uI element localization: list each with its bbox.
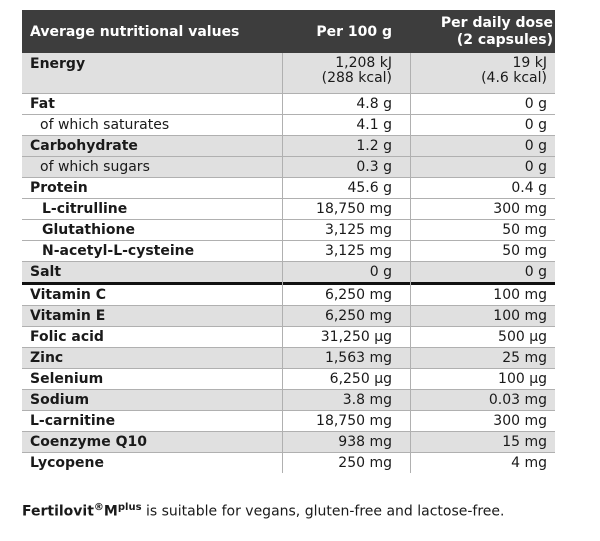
- energy-per100-kj: 1,208 kJ: [335, 55, 392, 71]
- row-daily: 500 µg: [498, 328, 547, 345]
- row-per100: 3.8 mg: [342, 391, 392, 408]
- row-name: Energy: [30, 56, 86, 72]
- table-row: Sodium 3.8 mg 0.03 mg: [22, 389, 555, 410]
- row-per100: 3,125 mg: [324, 242, 392, 259]
- row-name: L-carnitine: [30, 413, 116, 429]
- row-name: Sodium: [30, 392, 90, 408]
- row-daily: 0 g: [524, 158, 547, 175]
- row-per100: 0.3 g: [356, 158, 392, 175]
- table-row: Fat 4.8 g 0 g: [22, 93, 555, 114]
- row-daily: 300 mg: [493, 200, 547, 217]
- table-row: Vitamin E 6,250 mg 100 mg: [22, 305, 555, 326]
- brand-name: Fertilovit: [22, 503, 94, 520]
- row-daily: 4 mg: [511, 454, 547, 471]
- row-daily: 100 mg: [493, 307, 547, 324]
- row-daily: 15 mg: [502, 433, 547, 450]
- header-daily: Per daily dose (2 capsules): [392, 15, 555, 49]
- row-name: Lycopene: [30, 455, 104, 471]
- row-name: Fat: [30, 96, 55, 112]
- row-daily: 50 mg: [502, 242, 547, 259]
- row-per100: 45.6 g: [347, 179, 392, 196]
- row-per100: 18,750 mg: [316, 200, 392, 217]
- table-row: Protein 45.6 g 0.4 g: [22, 177, 555, 198]
- row-per100: 31,250 µg: [320, 328, 392, 345]
- row-daily: 0.03 mg: [488, 391, 547, 408]
- table-row: of which saturates 4.1 g 0 g: [22, 114, 555, 135]
- table-row: of which sugars 0.3 g 0 g: [22, 156, 555, 177]
- row-name: Vitamin E: [30, 308, 106, 324]
- row-name: Salt: [30, 264, 62, 280]
- table-row: N-acetyl-L-cysteine 3,125 mg 50 mg: [22, 240, 555, 261]
- footer-text: is suitable for vegans, gluten-free and …: [141, 503, 505, 520]
- row-name: Folic acid: [30, 329, 104, 345]
- header-daily-line2: (2 capsules): [456, 31, 553, 48]
- row-per100: 4.8 g: [356, 95, 392, 112]
- row-per100: 4.1 g: [356, 116, 392, 133]
- table-row: Glutathione 3,125 mg 50 mg: [22, 219, 555, 240]
- registered-mark: ®: [93, 502, 104, 513]
- row-per100: 1,563 mg: [324, 349, 392, 366]
- energy-daily-kcal: (4.6 kcal): [481, 70, 547, 86]
- brand-model-sup: plus: [117, 502, 142, 513]
- row-name: Carbohydrate: [30, 138, 138, 154]
- row-name: Selenium: [30, 371, 104, 387]
- row-daily: 25 mg: [502, 349, 547, 366]
- row-per100: 6,250 mg: [324, 286, 392, 303]
- row-per100: 938 mg: [338, 433, 392, 450]
- column-divider: [410, 53, 411, 473]
- table-row: Zinc 1,563 mg 25 mg: [22, 347, 555, 368]
- table-row: Folic acid 31,250 µg 500 µg: [22, 326, 555, 347]
- table-row: Carbohydrate 1.2 g 0 g: [22, 135, 555, 156]
- row-daily: 0 g: [524, 137, 547, 154]
- table-row: L-carnitine 18,750 mg 300 mg: [22, 410, 555, 431]
- table-row-energy: Energy 1,208 kJ (288 kcal) 19 kJ (4.6 kc…: [22, 53, 555, 93]
- table-header: Average nutritional values Per 100 g Per…: [22, 10, 555, 53]
- row-per100: 1,208 kJ (288 kcal): [282, 56, 392, 86]
- row-per100: 6,250 µg: [329, 370, 392, 387]
- row-per100: 0 g: [369, 263, 392, 280]
- row-daily: 0 g: [524, 263, 547, 280]
- row-name: L-citrulline: [42, 201, 128, 217]
- footer-note: Fertilovit®Mplus is suitable for vegans,…: [22, 497, 562, 523]
- row-name: Coenzyme Q10: [30, 434, 147, 450]
- row-name: Glutathione: [42, 222, 135, 238]
- table-row: Selenium 6,250 µg 100 µg: [22, 368, 555, 389]
- table-row: L-citrulline 18,750 mg 300 mg: [22, 198, 555, 219]
- header-name: Average nutritional values: [30, 23, 240, 40]
- row-daily: 0 g: [524, 95, 547, 112]
- row-daily: 19 kJ (4.6 kcal): [392, 56, 555, 86]
- vitamin-rows: Vitamin C 6,250 mg 100 mg Vitamin E 6,250 mg…: [22, 282, 555, 473]
- table-row: Coenzyme Q10 938 mg 15 mg: [22, 431, 555, 452]
- row-name: Zinc: [30, 350, 64, 366]
- nutrition-table: Average nutritional values Per 100 g Per…: [22, 10, 555, 473]
- brand-model: M: [103, 503, 118, 520]
- row-daily: 300 mg: [493, 412, 547, 429]
- energy-per100-kcal: (288 kcal): [321, 70, 392, 86]
- table-row: Salt 0 g 0 g: [22, 261, 555, 282]
- row-name: of which saturates: [40, 117, 170, 133]
- row-name: N-acetyl-L-cysteine: [42, 243, 195, 259]
- row-name: of which sugars: [40, 159, 150, 175]
- table-row: Vitamin C 6,250 mg 100 mg: [22, 282, 555, 305]
- header-per100: Per 100 g: [316, 23, 392, 40]
- row-daily: 50 mg: [502, 221, 547, 238]
- row-per100: 3,125 mg: [324, 221, 392, 238]
- row-daily: 0.4 g: [511, 179, 547, 196]
- row-name: Protein: [30, 180, 88, 196]
- column-divider: [282, 53, 283, 473]
- row-daily: 100 mg: [493, 286, 547, 303]
- row-daily: 100 µg: [498, 370, 547, 387]
- table-row: Lycopene 250 mg 4 mg: [22, 452, 555, 473]
- row-name: Vitamin C: [30, 287, 107, 303]
- energy-daily-kj: 19 kJ: [512, 55, 547, 71]
- row-per100: 1.2 g: [356, 137, 392, 154]
- row-per100: 250 mg: [338, 454, 392, 471]
- header-daily-line1: Per daily dose: [440, 14, 553, 31]
- row-per100: 18,750 mg: [316, 412, 392, 429]
- row-per100: 6,250 mg: [324, 307, 392, 324]
- row-daily: 0 g: [524, 116, 547, 133]
